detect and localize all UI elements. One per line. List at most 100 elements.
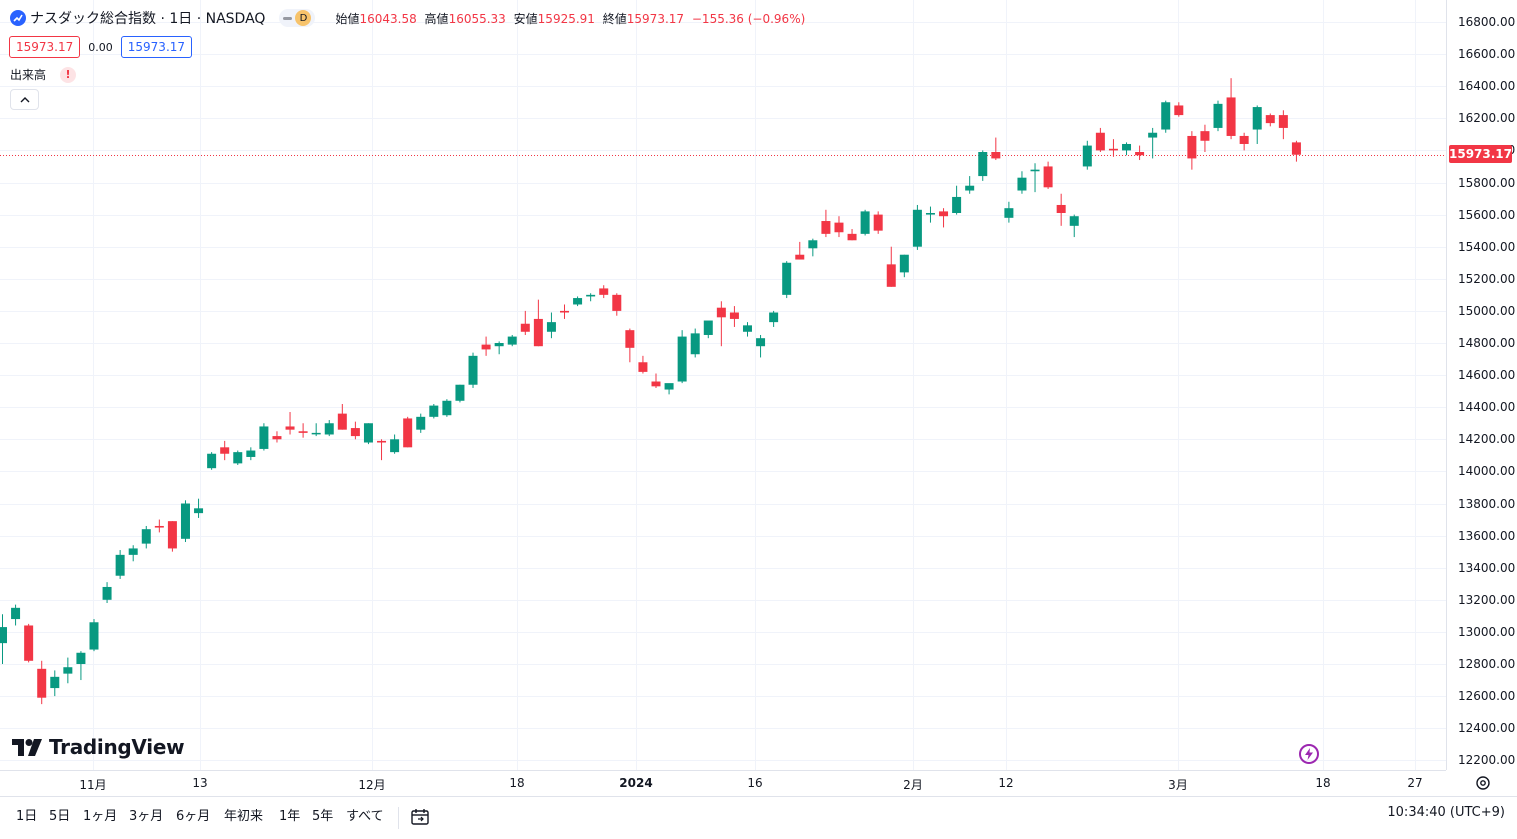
candle[interactable] xyxy=(847,229,857,241)
candle[interactable] xyxy=(821,209,831,238)
candle[interactable] xyxy=(507,334,517,347)
candle[interactable] xyxy=(468,352,478,388)
candle[interactable] xyxy=(1252,105,1262,144)
candle[interactable] xyxy=(664,383,674,395)
range-button-ytd[interactable]: 年初来 xyxy=(224,809,264,824)
candle[interactable] xyxy=(716,301,726,347)
candle[interactable] xyxy=(76,651,86,681)
candle[interactable] xyxy=(677,330,687,384)
candle[interactable] xyxy=(1004,201,1014,223)
candle[interactable] xyxy=(742,322,752,337)
candle[interactable] xyxy=(1148,127,1158,159)
candle[interactable] xyxy=(586,293,596,302)
candle[interactable] xyxy=(272,431,282,443)
candle[interactable] xyxy=(102,582,112,604)
candle[interactable] xyxy=(573,296,583,307)
symbol-title[interactable]: ナスダック総合指数 · 1日 · NASDAQ xyxy=(30,11,266,27)
candle[interactable] xyxy=(24,623,34,663)
range-button-3m[interactable]: 3ヶ月 xyxy=(129,809,164,824)
candle[interactable] xyxy=(1122,142,1132,156)
candle[interactable] xyxy=(638,355,648,374)
range-button-all[interactable]: すべて xyxy=(346,809,384,824)
candle[interactable] xyxy=(167,521,177,552)
candle[interactable] xyxy=(442,399,452,417)
candle[interactable] xyxy=(207,452,217,470)
range-button-1m[interactable]: 1ヶ月 xyxy=(83,809,118,824)
tradingview-logo[interactable]: TradingView xyxy=(12,735,185,759)
candle[interactable] xyxy=(1056,193,1066,226)
candle[interactable] xyxy=(180,500,190,543)
time-axis[interactable]: 11月 13 12月 18 2024 16 2月 12 3月 18 27 xyxy=(0,770,1446,796)
candle[interactable] xyxy=(873,211,883,234)
candle[interactable] xyxy=(1239,132,1249,151)
candle[interactable] xyxy=(324,420,334,437)
candle[interactable] xyxy=(965,176,975,194)
candle[interactable] xyxy=(756,334,766,358)
lightning-icon[interactable] xyxy=(1299,744,1319,764)
candle[interactable] xyxy=(729,306,739,327)
candle[interactable] xyxy=(546,312,556,339)
candle[interactable] xyxy=(0,614,7,664)
candle[interactable] xyxy=(912,204,922,250)
candle[interactable] xyxy=(1017,171,1027,194)
candle[interactable] xyxy=(1108,139,1118,157)
candle[interactable] xyxy=(599,285,609,299)
candle[interactable] xyxy=(363,423,373,445)
sell-button[interactable]: 15973.17 xyxy=(9,36,81,58)
candle[interactable] xyxy=(899,254,909,278)
candle[interactable] xyxy=(978,150,988,181)
candle[interactable] xyxy=(1069,214,1079,238)
candle[interactable] xyxy=(925,206,935,223)
settings-gear-icon[interactable] xyxy=(1474,774,1492,792)
candle[interactable] xyxy=(1161,100,1171,133)
candle[interactable] xyxy=(494,341,504,355)
candle[interactable] xyxy=(886,246,896,287)
candle[interactable] xyxy=(1291,140,1301,162)
candle[interactable] xyxy=(220,440,230,461)
candle[interactable] xyxy=(690,328,700,358)
candle[interactable] xyxy=(141,525,151,549)
candle[interactable] xyxy=(285,412,295,435)
candle[interactable] xyxy=(233,450,243,465)
candle[interactable] xyxy=(390,434,400,454)
warning-icon[interactable]: ! xyxy=(60,66,77,83)
candle[interactable] xyxy=(625,328,635,363)
candle[interactable] xyxy=(939,208,949,228)
candle[interactable] xyxy=(703,320,713,339)
candle[interactable] xyxy=(1226,78,1236,140)
candle[interactable] xyxy=(1135,145,1145,161)
collapse-legend-button[interactable] xyxy=(10,89,39,110)
candle[interactable] xyxy=(11,604,21,626)
candle[interactable] xyxy=(1082,140,1092,170)
candle[interactable] xyxy=(337,403,347,430)
candle[interactable] xyxy=(246,447,256,461)
candle[interactable] xyxy=(403,416,413,448)
candle[interactable] xyxy=(769,310,779,327)
buy-button[interactable]: 15973.17 xyxy=(120,36,193,58)
candle[interactable] xyxy=(834,216,844,238)
candle[interactable] xyxy=(115,550,125,579)
candle[interactable] xyxy=(560,304,570,319)
range-button-5d[interactable]: 5日 xyxy=(49,809,71,824)
candle[interactable] xyxy=(651,373,661,388)
candle[interactable] xyxy=(259,423,269,451)
candle[interactable] xyxy=(377,439,387,461)
candle[interactable] xyxy=(50,670,60,697)
candle[interactable] xyxy=(991,137,1001,161)
candle[interactable] xyxy=(128,545,138,562)
candle[interactable] xyxy=(350,421,360,440)
candle[interactable] xyxy=(1200,124,1210,153)
range-button-6m[interactable]: 6ヶ月 xyxy=(176,809,211,824)
candle[interactable] xyxy=(455,384,465,403)
candle[interactable] xyxy=(1095,127,1105,153)
goto-date-calendar-icon[interactable] xyxy=(409,806,431,828)
candle[interactable] xyxy=(154,519,164,533)
candle[interactable] xyxy=(311,423,321,437)
candle[interactable] xyxy=(1187,131,1197,170)
candlestick-chart[interactable] xyxy=(0,0,1446,770)
range-button-1d[interactable]: 1日 xyxy=(16,809,38,824)
candle[interactable] xyxy=(63,657,73,684)
candle[interactable] xyxy=(298,423,308,438)
candle[interactable] xyxy=(533,299,543,347)
candle[interactable] xyxy=(1213,100,1223,132)
